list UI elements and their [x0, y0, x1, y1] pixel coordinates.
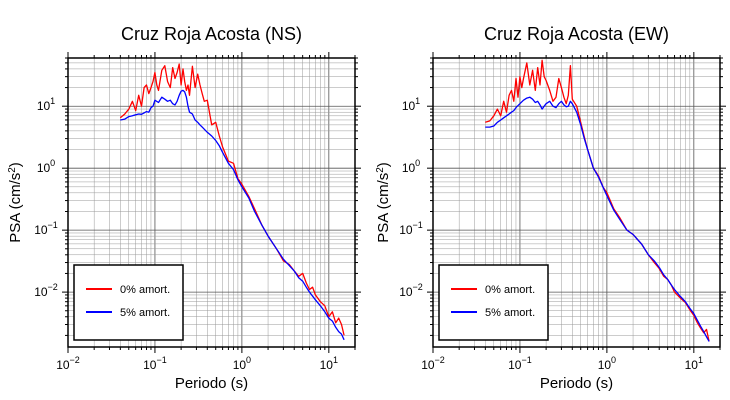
x-tick-label: 10−1 — [143, 355, 167, 372]
chart-panel-ew: 10−2 10−1 100 101 10−2 10−1 100 101 Cruz Roja Ac… — [375, 24, 726, 392]
legend-box — [73, 264, 184, 341]
x-axis-label: Periodo (s) — [175, 375, 248, 392]
x-tick-label: 100 — [598, 355, 616, 372]
chart-title: Cruz Roja Acosta (NS) — [121, 24, 302, 44]
y-tick-label: 100 — [37, 158, 55, 175]
legend-label: 0% amort. — [485, 284, 535, 296]
chart-title: Cruz Roja Acosta (EW) — [484, 24, 669, 44]
tick-marks — [427, 52, 726, 353]
legend: 0% amort. 5% amort. — [73, 264, 184, 341]
series-line-damping-5 — [120, 89, 345, 341]
y-axis-label: PSA (cm/s2) — [375, 162, 392, 243]
legend-label: 5% amort. — [120, 307, 170, 319]
legend: 0% amort. 5% amort. — [438, 264, 549, 341]
chart-panel-ns: 10−2 10−1 100 101 10−2 10−1 100 101 Cruz Roja Ac… — [7, 24, 361, 392]
y-tick-label: 10−1 — [34, 220, 58, 237]
tick-marks — [62, 52, 361, 353]
x-axis-label: Periodo (s) — [540, 375, 613, 392]
series-line-damping-0 — [119, 63, 345, 336]
x-tick-label: 101 — [685, 355, 703, 372]
y-tick-label: 10−1 — [399, 220, 423, 237]
x-tick-label: 10−2 — [421, 355, 445, 372]
x-tick-label: 10−1 — [508, 355, 532, 372]
y-tick-label: 100 — [402, 158, 420, 175]
plot-frame — [67, 57, 356, 348]
y-tick-label: 10−2 — [399, 282, 423, 299]
legend-label: 5% amort. — [485, 307, 535, 319]
grid — [67, 57, 356, 347]
legend-box — [438, 264, 549, 341]
x-tick-label: 100 — [233, 355, 251, 372]
x-tick-label: 101 — [320, 355, 338, 372]
legend-label: 0% amort. — [120, 284, 170, 296]
y-tick-label: 101 — [402, 96, 420, 113]
plot-frame — [432, 57, 721, 348]
y-axis-label: PSA (cm/s2) — [7, 162, 24, 243]
y-tick-label: 101 — [37, 96, 55, 113]
series-line-damping-5 — [485, 96, 710, 342]
y-tick-label: 10−2 — [34, 282, 58, 299]
x-tick-label: 10−2 — [56, 355, 80, 372]
